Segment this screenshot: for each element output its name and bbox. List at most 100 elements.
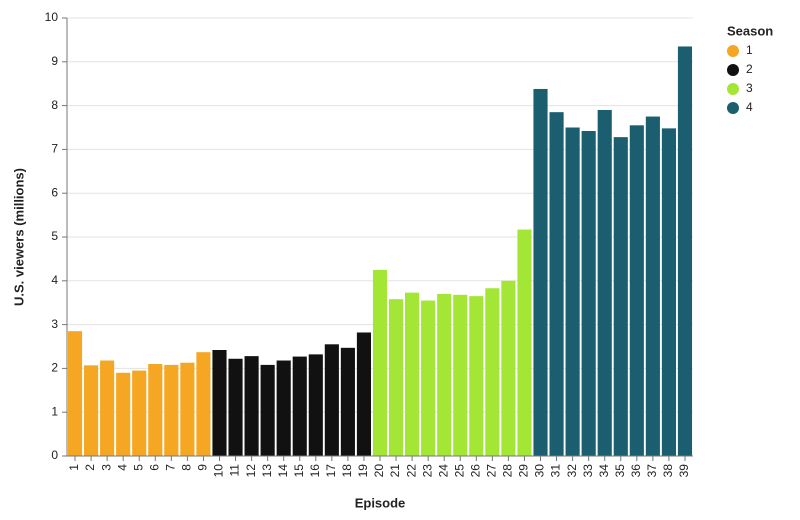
legend-swatch — [727, 83, 739, 95]
legend-swatch — [727, 45, 739, 57]
bar — [324, 344, 339, 456]
bar — [501, 280, 516, 456]
x-tick-label: 16 — [308, 464, 322, 478]
bar — [244, 356, 259, 456]
bar — [629, 125, 644, 456]
x-tick-label: 25 — [452, 464, 466, 478]
x-tick-label: 32 — [565, 464, 579, 478]
bar — [517, 229, 532, 456]
bar — [485, 288, 500, 456]
x-tick-label: 39 — [677, 464, 691, 478]
bar — [308, 354, 323, 456]
y-tick-label: 7 — [51, 142, 58, 156]
x-tick-label: 13 — [260, 464, 274, 478]
y-tick-label: 10 — [45, 10, 59, 24]
bar — [661, 128, 676, 456]
x-tick-label: 33 — [581, 464, 595, 478]
x-tick-label: 20 — [372, 464, 386, 478]
bar — [453, 294, 468, 456]
bar — [292, 356, 307, 456]
x-tick-label: 37 — [645, 464, 659, 478]
bar — [388, 299, 404, 456]
bar — [597, 109, 612, 456]
y-tick-label: 0 — [51, 448, 58, 462]
legend-swatch — [727, 64, 739, 76]
y-tick-label: 6 — [51, 185, 58, 199]
bar — [533, 88, 548, 457]
bar — [677, 46, 693, 456]
bar — [356, 332, 372, 456]
x-tick-label: 29 — [517, 464, 531, 478]
bar — [164, 364, 179, 456]
x-tick-label: 19 — [356, 464, 370, 478]
x-tick-label: 24 — [436, 464, 450, 478]
y-tick-label: 3 — [51, 317, 58, 331]
x-tick-label: 27 — [485, 464, 499, 478]
bar — [148, 364, 163, 456]
x-tick-label: 28 — [501, 464, 515, 478]
bar — [405, 292, 420, 456]
bar — [613, 137, 628, 457]
y-tick-label: 8 — [51, 98, 58, 112]
x-tick-label: 26 — [468, 464, 482, 478]
legend-label: 1 — [746, 43, 753, 57]
bar — [228, 358, 243, 456]
bar — [565, 127, 580, 456]
x-tick-label: 31 — [549, 464, 563, 478]
legend-label: 2 — [746, 62, 753, 76]
x-tick-label: 30 — [533, 464, 547, 478]
bar — [67, 331, 83, 456]
legend-label: 3 — [746, 81, 753, 95]
x-tick-label: 18 — [340, 464, 354, 478]
x-tick-label: 6 — [147, 464, 161, 471]
x-tick-label: 2 — [83, 464, 97, 471]
bar — [276, 360, 291, 456]
bar — [372, 269, 388, 456]
bar — [340, 347, 355, 456]
x-tick-label: 10 — [212, 464, 226, 478]
x-tick-label: 38 — [661, 464, 675, 478]
x-tick-label: 8 — [180, 464, 194, 471]
x-tick-label: 23 — [420, 464, 434, 478]
y-axis-label: U.S. viewers (millions) — [11, 168, 26, 306]
x-tick-label: 9 — [196, 464, 210, 471]
x-tick-label: 34 — [597, 464, 611, 478]
x-tick-label: 35 — [613, 464, 627, 478]
x-tick-label: 3 — [99, 464, 113, 471]
legend-title: Season — [727, 23, 773, 38]
x-tick-label: 7 — [164, 464, 178, 471]
x-tick-label: 5 — [131, 464, 145, 471]
bar — [212, 350, 227, 456]
bar — [196, 352, 211, 456]
x-tick-label: 1 — [67, 464, 81, 471]
bar — [469, 296, 484, 456]
y-tick-label: 2 — [51, 361, 58, 375]
bar — [549, 112, 564, 457]
x-tick-label: 14 — [276, 464, 290, 478]
x-tick-label: 17 — [324, 464, 338, 478]
legend-label: 4 — [746, 100, 753, 114]
bar — [645, 116, 660, 457]
legend-swatch — [727, 102, 739, 114]
x-tick-label: 22 — [404, 464, 418, 478]
x-tick-label: 4 — [115, 464, 129, 471]
x-tick-label: 15 — [292, 464, 306, 478]
x-axis-label: Episode — [355, 495, 406, 510]
bar — [581, 131, 596, 456]
bar — [132, 370, 147, 456]
bar — [84, 365, 99, 456]
x-tick-label: 36 — [629, 464, 643, 478]
x-tick-label: 12 — [244, 464, 258, 478]
bar — [180, 362, 195, 456]
y-tick-label: 1 — [51, 404, 58, 418]
bar — [100, 360, 115, 456]
y-tick-label: 9 — [51, 54, 58, 68]
y-tick-label: 4 — [51, 273, 58, 287]
bar — [116, 372, 131, 456]
bar — [260, 364, 275, 456]
x-tick-label: 11 — [228, 464, 242, 477]
x-tick-label: 21 — [388, 464, 402, 478]
bar — [437, 293, 452, 456]
bar — [421, 300, 436, 456]
